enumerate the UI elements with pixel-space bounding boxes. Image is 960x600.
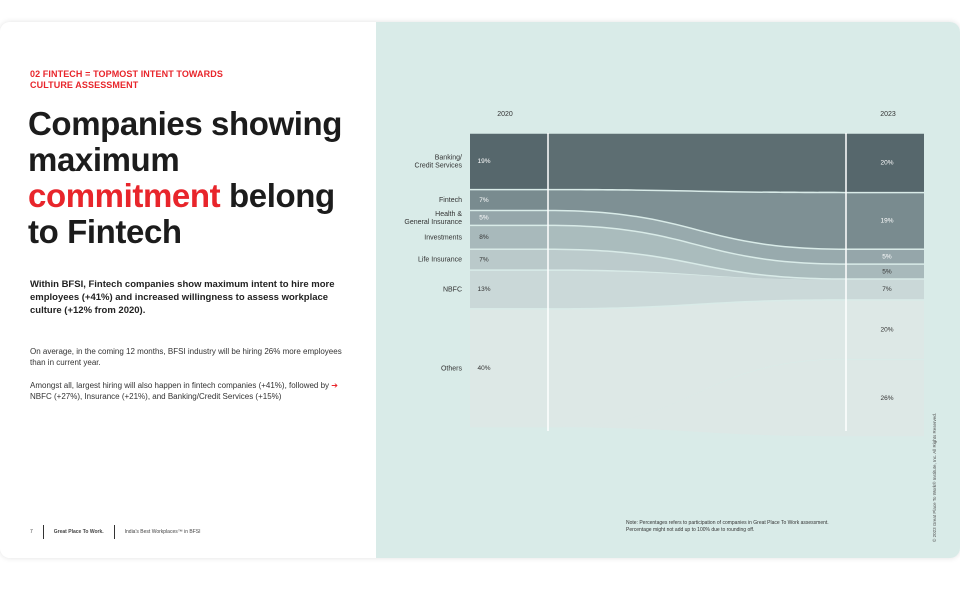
year-label: 2020 xyxy=(497,111,513,118)
data-label: 7% xyxy=(479,256,489,263)
category-label: Life Insurance xyxy=(418,256,462,263)
bar-2020 xyxy=(470,133,548,189)
title-part-2: belong to Fintech xyxy=(28,177,335,250)
body-paragraph-2: Amongst all, largest hiring will also ha… xyxy=(30,380,350,402)
flow-band xyxy=(548,359,846,437)
report-page: 02 FINTECH = TOPMOST INTENT TOWARDS CULT… xyxy=(0,22,960,558)
bar-2020 xyxy=(470,226,548,249)
footer-divider xyxy=(113,525,115,539)
data-label: 20% xyxy=(880,160,893,167)
chart-panel: 2020 2023 19% 20% 7% 19% 5% 5% 8% 5% 7% 13% 7% 40% 20%… xyxy=(376,22,960,558)
copyright-text: © 2023 Great Place To Work® Institute, I… xyxy=(932,412,937,542)
data-label: 8% xyxy=(479,234,489,241)
data-label: 5% xyxy=(882,253,892,260)
bar-2020 xyxy=(470,211,548,225)
note-line-1: Note: Percentages refers to participatio… xyxy=(626,520,829,526)
category-label: Investments xyxy=(424,234,462,241)
page-title: Companies showing maximum commitment bel… xyxy=(28,106,368,250)
bar-2023 xyxy=(846,279,924,300)
data-label: 13% xyxy=(477,286,490,293)
flow-band xyxy=(548,300,846,428)
bar-2023 xyxy=(846,264,924,279)
arrow-icon: ➔ xyxy=(331,381,338,390)
footer-divider xyxy=(42,525,44,539)
data-label: 7% xyxy=(882,286,892,293)
category-label: NBFC xyxy=(443,286,462,293)
data-label: 26% xyxy=(880,395,893,402)
data-label: 40% xyxy=(477,365,490,372)
flow-band xyxy=(548,270,846,309)
data-label: 5% xyxy=(882,268,892,275)
bar-2023 xyxy=(846,133,924,192)
bar-2020 xyxy=(470,270,548,309)
flow-band xyxy=(548,211,846,264)
flow-band xyxy=(548,249,846,280)
para2-after: NBFC (+27%), Insurance (+21%), and Banki… xyxy=(30,392,282,401)
year-label: 2023 xyxy=(880,111,896,118)
section-kicker: 02 FINTECH = TOPMOST INTENT TOWARDS CULT… xyxy=(30,69,330,91)
title-highlight: commitment xyxy=(28,177,221,214)
data-label: 19% xyxy=(477,158,490,165)
title-part-1: Companies showing maximum xyxy=(28,105,343,178)
chart-note: Note: Percentages refers to participatio… xyxy=(626,520,916,534)
category-label: Fintech xyxy=(439,197,462,204)
bar-2023 xyxy=(846,193,924,249)
alluvial-chart: 2020 2023 19% 20% 7% 19% 5% 5% 8% 5% 7% 13% 7% 40% 20%… xyxy=(376,22,960,558)
bar-2020 xyxy=(470,249,548,270)
kicker-line-2: CULTURE ASSESSMENT xyxy=(30,80,139,90)
bar-2020 xyxy=(470,309,548,428)
data-label: 20% xyxy=(880,326,893,333)
category-label: Health & General Insurance xyxy=(404,211,462,226)
kicker-line-1: 02 FINTECH = TOPMOST INTENT TOWARDS xyxy=(30,69,223,79)
text-panel: 02 FINTECH = TOPMOST INTENT TOWARDS CULT… xyxy=(0,22,376,558)
para2-before: Amongst all, largest hiring will also ha… xyxy=(30,381,330,390)
lead-paragraph: Within BFSI, Fintech companies show maxi… xyxy=(30,279,335,316)
bar-2023 xyxy=(846,300,924,359)
flow-band xyxy=(548,133,846,192)
flow-band xyxy=(548,190,846,249)
report-title: India's Best Workplaces™ in BFSI xyxy=(124,529,201,535)
body-paragraph-1: On average, in the coming 12 months, BFS… xyxy=(30,347,342,367)
data-label: 19% xyxy=(880,218,893,225)
page-footer: 7 Great Place To Work. India's Best Work… xyxy=(30,524,201,540)
copyright-notice: © 2023 Great Place To Work® Institute, I… xyxy=(932,342,942,542)
bar-2023 xyxy=(846,360,924,437)
data-label: 7% xyxy=(479,197,489,204)
flow-band xyxy=(548,226,846,279)
brand-name: Great Place To Work. xyxy=(53,529,104,535)
category-label: Others xyxy=(441,365,463,372)
bar-2020 xyxy=(470,190,548,210)
bar-2023 xyxy=(846,249,924,264)
data-label: 5% xyxy=(479,215,489,222)
page-number: 7 xyxy=(30,529,33,535)
note-line-2: Percentage might not add up to 100% due … xyxy=(626,527,755,533)
category-label: Banking/Credit Services xyxy=(415,154,463,169)
